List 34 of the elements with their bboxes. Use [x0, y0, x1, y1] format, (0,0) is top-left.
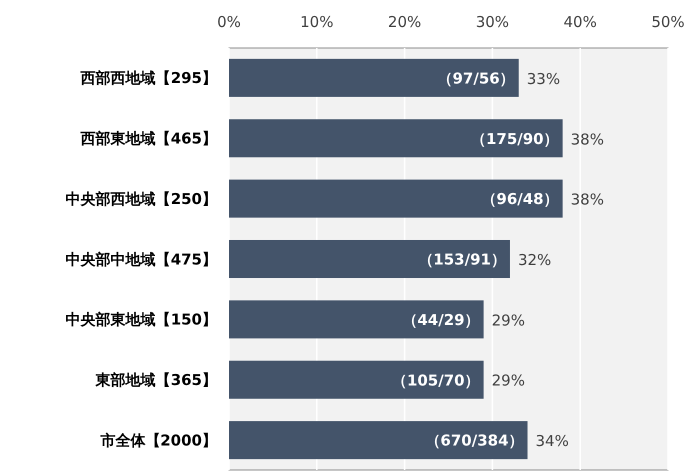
y-tick-label: 中央部西地域【250】: [66, 190, 217, 208]
data-label: 29%: [492, 372, 525, 390]
data-label: 32%: [518, 251, 552, 269]
annotation: （96/48）: [481, 190, 559, 208]
annotation: （44/29）: [402, 310, 480, 329]
data-label: 38%: [570, 130, 604, 148]
y-tick-label: 東部地域【365】: [94, 370, 217, 389]
y-tick-label: 市全体【2000】: [99, 431, 217, 450]
x-tick-label: 0%: [217, 13, 241, 31]
y-tick-label: 中央部東地域【150】: [66, 310, 217, 329]
bar: [229, 119, 563, 158]
data-label: 29%: [492, 311, 525, 330]
bar: [229, 421, 528, 460]
annotation: （105/70）: [392, 371, 480, 390]
bar: [229, 180, 563, 218]
bar: [229, 300, 484, 338]
annotation: （97/56）: [438, 69, 515, 88]
y-tick-label: 西部西地域【295】: [80, 69, 217, 88]
bar: [229, 360, 484, 399]
x-tick-label: 10%: [300, 13, 334, 31]
bar: [229, 240, 510, 278]
annotation: （670/384）: [425, 432, 524, 450]
data-label: 33%: [526, 70, 560, 88]
y-tick-label: 西部東地域【465】: [80, 130, 217, 148]
y-tick-label: 中央部中地域【475】: [66, 250, 217, 268]
data-label: 38%: [570, 190, 604, 209]
bar: [229, 58, 519, 97]
x-tick-label: 30%: [476, 13, 510, 31]
x-tick-label: 40%: [564, 13, 597, 31]
data-label: 34%: [536, 432, 569, 450]
annotation: （153/91）: [418, 250, 506, 269]
annotation: （175/90）: [470, 130, 559, 148]
x-tick-label: 20%: [388, 13, 422, 31]
x-tick-label: 50%: [651, 13, 685, 31]
